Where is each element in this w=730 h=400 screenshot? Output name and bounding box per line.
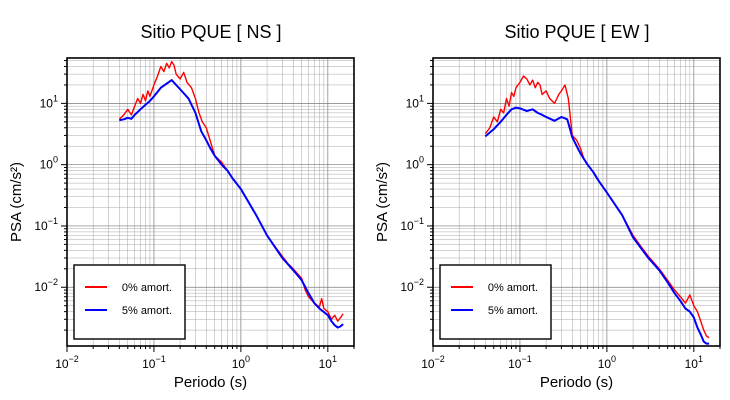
x-tick-label: 10−1 bbox=[508, 354, 532, 371]
x-tick-label: 10−2 bbox=[421, 354, 445, 371]
y-tick-label-base: 10 bbox=[400, 280, 414, 294]
chart-ns: Sitio PQUE [ NS ]10−2 10−1 100 10110−210−11… bbox=[8, 22, 355, 391]
y-axis-label: PSA (cm/s²) bbox=[374, 162, 391, 242]
x-tick-label: 100 bbox=[598, 354, 616, 371]
y-tick-label-base: 10 bbox=[406, 158, 420, 172]
legend-label: 0% amort. bbox=[122, 282, 172, 294]
x-tick-label-base: 10 bbox=[685, 357, 699, 371]
x-tick-label-base: 10 bbox=[232, 357, 246, 371]
y-tick-label-exponent: 1 bbox=[53, 93, 58, 103]
y-tick-label: 100 bbox=[40, 155, 58, 172]
y-tick-label-base: 10 bbox=[40, 96, 54, 110]
x-tick-label-exponent: 1 bbox=[332, 354, 337, 364]
legend-box bbox=[439, 264, 552, 340]
series-line-blue bbox=[119, 79, 344, 329]
x-tick-label-base: 10 bbox=[508, 357, 522, 371]
y-tick-label-exponent: −1 bbox=[414, 216, 424, 226]
y-tick-label-exponent: 1 bbox=[419, 93, 424, 103]
y-tick-label-base: 10 bbox=[400, 219, 414, 233]
plot-frame bbox=[66, 57, 355, 347]
y-tick-label: 100 bbox=[406, 155, 424, 172]
x-tick-label-base: 10 bbox=[142, 357, 156, 371]
x-tick-label-base: 10 bbox=[421, 357, 435, 371]
series-line-blue bbox=[484, 106, 710, 345]
y-tick-label-exponent: −1 bbox=[48, 216, 58, 226]
series-line-red bbox=[484, 75, 710, 339]
y-tick-label-exponent: −2 bbox=[48, 277, 58, 287]
x-axis-label: Periodo (s) bbox=[174, 374, 247, 391]
legend-label: 5% amort. bbox=[122, 305, 172, 317]
x-tick-label-base: 10 bbox=[55, 357, 69, 371]
y-tick-label-base: 10 bbox=[40, 158, 54, 172]
x-tick-label-base: 10 bbox=[598, 357, 612, 371]
y-tick-label: 101 bbox=[40, 93, 58, 110]
x-tick-label-exponent: 1 bbox=[698, 354, 703, 364]
y-tick-label-exponent: 0 bbox=[419, 155, 424, 165]
x-tick-label-exponent: −1 bbox=[155, 354, 165, 364]
x-tick-label-exponent: −1 bbox=[521, 354, 531, 364]
x-tick-label-exponent: −2 bbox=[435, 354, 445, 364]
legend-label: 0% amort. bbox=[488, 282, 538, 294]
x-tick-label-exponent: 0 bbox=[245, 354, 250, 364]
x-tick-label: 101 bbox=[685, 354, 703, 371]
x-tick-label-exponent: 0 bbox=[611, 354, 616, 364]
y-tick-label: 101 bbox=[406, 93, 424, 110]
y-tick-label-base: 10 bbox=[34, 280, 48, 294]
x-tick-label-base: 10 bbox=[319, 357, 333, 371]
x-tick-label: 100 bbox=[232, 354, 250, 371]
legend-label: 5% amort. bbox=[488, 305, 538, 317]
chart-ew: Sitio PQUE [ EW ]10−2 10−1 100 10110−210−11… bbox=[374, 22, 721, 391]
chart-title: Sitio PQUE [ NS ] bbox=[140, 22, 281, 42]
y-tick-label: 10−2 bbox=[34, 277, 58, 294]
y-axis-label: PSA (cm/s²) bbox=[8, 162, 25, 242]
x-tick-label: 101 bbox=[319, 354, 337, 371]
y-tick-label: 10−1 bbox=[34, 216, 58, 233]
y-tick-label: 10−2 bbox=[400, 277, 424, 294]
y-tick-label-base: 10 bbox=[406, 96, 420, 110]
x-tick-label: 10−1 bbox=[142, 354, 166, 371]
y-tick-label-exponent: 0 bbox=[53, 155, 58, 165]
legend: 0% amort. 5% amort. bbox=[73, 264, 186, 340]
x-tick-label: 10−2 bbox=[55, 354, 79, 371]
y-tick-label-exponent: −2 bbox=[414, 277, 424, 287]
x-axis-label: Periodo (s) bbox=[540, 374, 613, 391]
x-tick-label-exponent: −2 bbox=[69, 354, 79, 364]
plot-frame bbox=[432, 57, 721, 347]
legend: 0% amort. 5% amort. bbox=[439, 264, 552, 340]
y-tick-label: 10−1 bbox=[400, 216, 424, 233]
chart-title: Sitio PQUE [ EW ] bbox=[504, 22, 649, 42]
y-tick-label-base: 10 bbox=[34, 219, 48, 233]
legend-box bbox=[73, 264, 186, 340]
